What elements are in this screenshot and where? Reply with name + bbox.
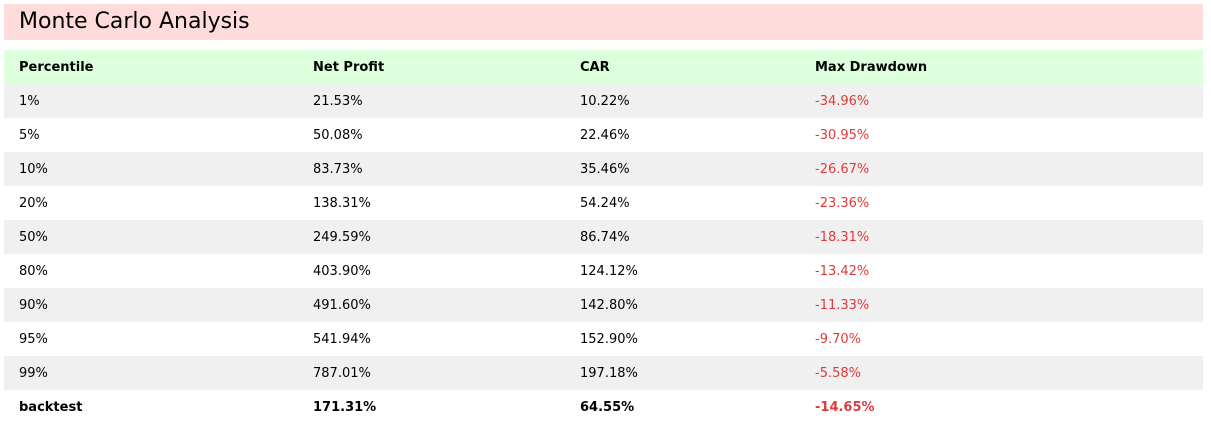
- cell-net-profit: 138.31%: [313, 195, 371, 211]
- cell-max-drawdown: -34.96%: [815, 93, 870, 109]
- cell-car: 10.22%: [580, 93, 630, 109]
- cell-net-profit: 249.59%: [313, 229, 371, 245]
- table-row: 99% 787.01% 197.18% -5.58%: [4, 356, 1203, 390]
- cell-percentile: 10%: [19, 161, 48, 177]
- column-header-car: CAR: [580, 59, 610, 75]
- table-header-row: Percentile Net Profit CAR Max Drawdown: [4, 50, 1203, 84]
- table-row: 20% 138.31% 54.24% -23.36%: [4, 186, 1203, 220]
- cell-percentile: 95%: [19, 331, 48, 347]
- column-header-percentile: Percentile: [19, 59, 94, 75]
- cell-car: 197.18%: [580, 365, 638, 381]
- cell-net-profit: 83.73%: [313, 161, 363, 177]
- cell-max-drawdown: -23.36%: [815, 195, 870, 211]
- cell-car: 64.55%: [580, 399, 635, 415]
- table-row: 10% 83.73% 35.46% -26.67%: [4, 152, 1203, 186]
- cell-max-drawdown: -5.58%: [815, 365, 861, 381]
- cell-net-profit: 541.94%: [313, 331, 371, 347]
- table-row: 95% 541.94% 152.90% -9.70%: [4, 322, 1203, 356]
- cell-net-profit: 50.08%: [313, 127, 363, 143]
- table-row: 50% 249.59% 86.74% -18.31%: [4, 220, 1203, 254]
- table-row: 5% 50.08% 22.46% -30.95%: [4, 118, 1203, 152]
- cell-car: 86.74%: [580, 229, 630, 245]
- cell-net-profit: 491.60%: [313, 297, 371, 313]
- cell-max-drawdown: -14.65%: [815, 399, 875, 415]
- cell-percentile: 50%: [19, 229, 48, 245]
- cell-max-drawdown: -13.42%: [815, 263, 870, 279]
- cell-percentile: 20%: [19, 195, 48, 211]
- cell-max-drawdown: -11.33%: [815, 297, 870, 313]
- cell-car: 124.12%: [580, 263, 638, 279]
- cell-net-profit: 21.53%: [313, 93, 363, 109]
- table-row: 1% 21.53% 10.22% -34.96%: [4, 84, 1203, 118]
- column-header-max-drawdown: Max Drawdown: [815, 59, 928, 75]
- cell-max-drawdown: -9.70%: [815, 331, 861, 347]
- table-row-backtest: backtest 171.31% 64.55% -14.65%: [4, 390, 1203, 424]
- cell-percentile: 90%: [19, 297, 48, 313]
- cell-percentile: backtest: [19, 399, 83, 415]
- table-body: 1% 21.53% 10.22% -34.96% 5% 50.08% 22.46% -30.9…: [4, 84, 1203, 424]
- cell-car: 54.24%: [580, 195, 630, 211]
- cell-net-profit: 403.90%: [313, 263, 371, 279]
- cell-car: 142.80%: [580, 297, 638, 313]
- cell-net-profit: 787.01%: [313, 365, 371, 381]
- cell-max-drawdown: -18.31%: [815, 229, 870, 245]
- cell-car: 152.90%: [580, 331, 638, 347]
- monte-carlo-table: Percentile Net Profit CAR Max Drawdown 1…: [4, 50, 1203, 424]
- cell-max-drawdown: -30.95%: [815, 127, 870, 143]
- cell-percentile: 1%: [19, 93, 40, 109]
- cell-car: 22.46%: [580, 127, 630, 143]
- cell-percentile: 80%: [19, 263, 48, 279]
- page-title: Monte Carlo Analysis: [19, 9, 250, 34]
- table-row: 90% 491.60% 142.80% -11.33%: [4, 288, 1203, 322]
- cell-max-drawdown: -26.67%: [815, 161, 870, 177]
- cell-net-profit: 171.31%: [313, 399, 377, 415]
- column-header-net-profit: Net Profit: [313, 59, 385, 75]
- title-bar: Monte Carlo Analysis: [4, 4, 1203, 40]
- cell-percentile: 5%: [19, 127, 40, 143]
- table-row: 80% 403.90% 124.12% -13.42%: [4, 254, 1203, 288]
- cell-percentile: 99%: [19, 365, 48, 381]
- cell-car: 35.46%: [580, 161, 630, 177]
